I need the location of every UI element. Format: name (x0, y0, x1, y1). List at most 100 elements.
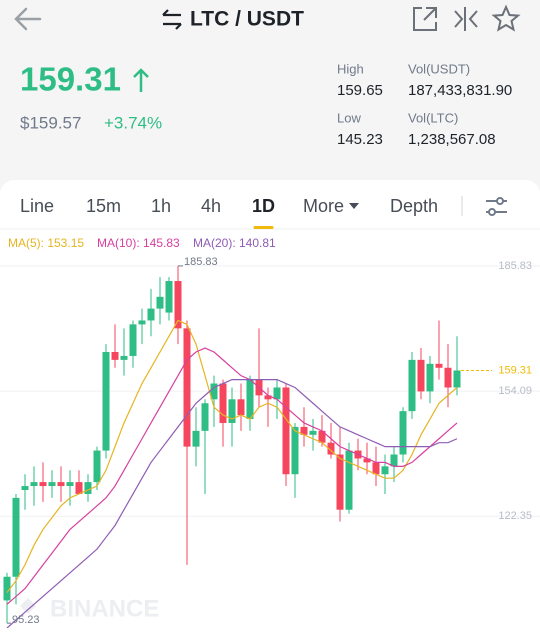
ma-line (6, 378, 458, 629)
change-percent: +3.74% (104, 113, 162, 132)
stat-value: 145.23 (337, 131, 383, 148)
candle-body (102, 351, 110, 451)
candle-body (444, 367, 452, 388)
pair-title: LTC / USDT (190, 8, 304, 31)
compare-icon[interactable] (454, 7, 478, 31)
candle-body (21, 486, 29, 490)
candle-body (165, 281, 173, 313)
settings-icon[interactable] (486, 197, 507, 216)
fiat-price: $159.57 (20, 113, 81, 132)
chart-panel (0, 180, 540, 633)
back-button[interactable] (14, 7, 42, 31)
candle-body (300, 426, 308, 435)
candle-body (381, 466, 389, 475)
stat-label: High (337, 61, 364, 76)
candle-body (192, 430, 200, 447)
candle-body (183, 328, 191, 447)
candle-body (138, 320, 146, 325)
watermark: BINANCE (50, 595, 159, 622)
active-tab-indicator (253, 226, 274, 229)
ma-line (6, 347, 458, 605)
y-tick-label: 185.83 (498, 260, 532, 272)
candle-body (111, 351, 119, 360)
candle-body (264, 395, 272, 400)
last-price: 159.31 (20, 61, 121, 98)
candle-body (291, 426, 299, 475)
candle-body (453, 370, 461, 388)
candle-body (93, 450, 101, 483)
external-icon[interactable] (413, 7, 437, 31)
candle-body (3, 576, 11, 601)
candle-body (120, 355, 128, 360)
candle-body (309, 430, 317, 435)
up-arrow (133, 68, 149, 92)
watermark-logo (20, 598, 36, 614)
tab[interactable]: 4h (201, 196, 221, 216)
candle-body (147, 308, 155, 321)
tab[interactable]: 1h (151, 196, 171, 216)
candle-body (219, 383, 227, 423)
candle-body (273, 387, 281, 400)
compare-glyph (454, 7, 478, 31)
dropdown-caret (349, 203, 360, 209)
candle-body (327, 442, 335, 455)
stat-value: 187,433,831.90 (408, 82, 512, 99)
ma-legend: MA(20): 140.81 (193, 236, 276, 250)
candle-body (318, 430, 326, 443)
back-icon (14, 7, 42, 31)
candle-body (12, 497, 20, 577)
tab[interactable]: 1D (252, 196, 275, 216)
candle-body (336, 454, 344, 510)
candle-body (417, 359, 425, 392)
tab[interactable]: Depth (390, 196, 438, 216)
candle-body (66, 482, 74, 487)
favorite-icon[interactable] (491, 4, 521, 32)
max-label: 185.83 (184, 256, 218, 268)
candle-body (390, 454, 398, 467)
candle-body (156, 296, 164, 309)
candle-body (30, 482, 38, 487)
candle-body (399, 411, 407, 455)
candle-body (48, 482, 56, 487)
star-glyph (491, 4, 521, 32)
candle-body (408, 359, 416, 412)
tab[interactable]: More (303, 196, 344, 216)
candle-body (363, 458, 371, 463)
candle-body (435, 363, 443, 368)
external-glyph (413, 7, 437, 31)
candle-body (57, 482, 65, 487)
swap-arrows (162, 9, 182, 30)
candle-body (345, 450, 353, 510)
slider-knob (488, 208, 496, 216)
min-label: 95.23 (12, 614, 40, 626)
stat-label: Low (337, 110, 361, 125)
y-tick-label: 122.35 (498, 510, 532, 522)
tab[interactable]: Line (20, 196, 54, 216)
candle-body (174, 281, 182, 329)
swap-icon[interactable] (162, 9, 182, 30)
candle-body (246, 379, 254, 420)
candle-body (426, 363, 434, 392)
candle-body (84, 482, 92, 494)
stat-label: Vol(LTC) (408, 110, 458, 125)
stat-label: Vol(USDT) (408, 61, 470, 76)
candle-body (201, 403, 209, 431)
ma-line (6, 319, 458, 593)
tab[interactable]: 15m (86, 196, 121, 216)
candle-body (237, 399, 245, 416)
candle-body (39, 482, 47, 487)
y-tick-label: 154.09 (498, 385, 532, 397)
ma-legend: MA(5): 153.15 (8, 236, 84, 250)
candle-body (282, 387, 290, 475)
last-price-label: 159.31 (498, 364, 532, 376)
candle-body (228, 399, 236, 423)
stat-value: 1,238,567.08 (408, 131, 496, 148)
candle-body (210, 383, 218, 400)
ma-legend: MA(10): 145.83 (97, 236, 180, 250)
candle-body (372, 462, 380, 475)
stat-value: 159.65 (337, 82, 383, 99)
candle-body (75, 482, 83, 494)
candle-body (129, 324, 137, 356)
